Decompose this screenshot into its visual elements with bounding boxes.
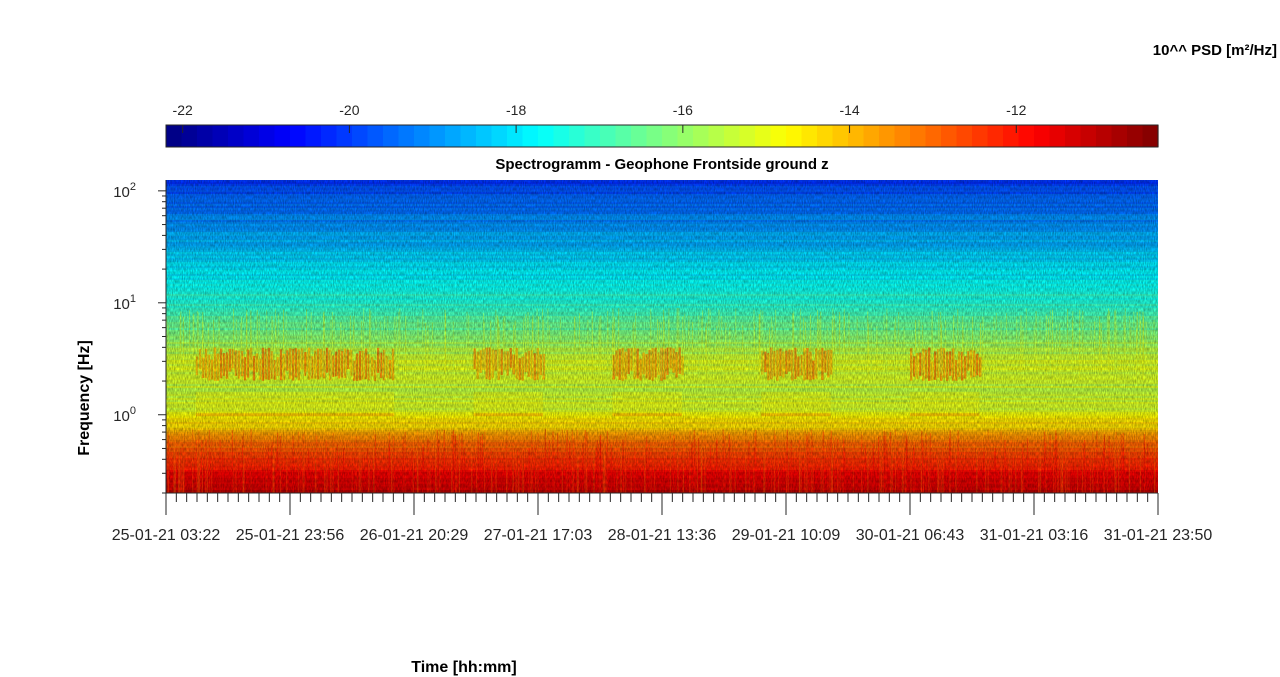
- colorbar-cell: [274, 125, 291, 147]
- colorbar-cell: [181, 125, 198, 147]
- colorbar-cell: [367, 125, 384, 147]
- colorbar-cell: [1096, 125, 1113, 147]
- colorbar-cell: [259, 125, 276, 147]
- colorbar-cell: [414, 125, 431, 147]
- colorbar-cell: [166, 125, 183, 147]
- colorbar-cell: [321, 125, 338, 147]
- colorbar-cell: [1142, 125, 1159, 147]
- colorbar-cell: [848, 125, 865, 147]
- colorbar-tick-label: -14: [839, 102, 859, 118]
- colorbar-tick-label: -22: [173, 102, 193, 118]
- colorbar-border: [165, 124, 1159, 148]
- colorbar-cell: [708, 125, 725, 147]
- colorbar-cell: [646, 125, 663, 147]
- colorbar-cell: [910, 125, 927, 147]
- colorbar-ticks: -22 -20 -18 -16 -14 -12: [173, 102, 1027, 133]
- y-axis-label: Frequency [Hz]: [76, 340, 93, 456]
- colorbar-gradient: [166, 125, 1159, 147]
- colorbar-cell: [1003, 125, 1020, 147]
- colorbar-cell: [600, 125, 617, 147]
- colorbar-cell: [336, 125, 353, 147]
- colorbar-cell: [197, 125, 214, 147]
- y-tick-label: 102: [113, 181, 136, 201]
- colorbar-cell: [1034, 125, 1051, 147]
- colorbar-tick-label: -12: [1006, 102, 1026, 118]
- colorbar-cell: [894, 125, 911, 147]
- x-tick-label: 28-01-21 13:36: [608, 527, 717, 544]
- colorbar-cell: [801, 125, 818, 147]
- colorbar-cell: [290, 125, 307, 147]
- colorbar-cell: [631, 125, 648, 147]
- noise-texture: [166, 180, 1158, 493]
- colorbar-cell: [662, 125, 679, 147]
- colorbar-cell: [832, 125, 849, 147]
- colorbar-cell: [460, 125, 477, 147]
- colorbar-cell: [739, 125, 756, 147]
- x-tick-label: 25-01-21 23:56: [236, 527, 345, 544]
- colorbar-cell: [243, 125, 260, 147]
- colorbar-cell: [383, 125, 400, 147]
- colorbar-cell: [352, 125, 369, 147]
- colorbar-cell: [677, 125, 694, 147]
- colorbar-cell: [584, 125, 601, 147]
- colorbar-cell: [956, 125, 973, 147]
- axes: 102 101 100 25-01-21 03:22 25-01-21 23:56 26…: [112, 180, 1213, 544]
- x-tick-label: 27-01-21 17:03: [484, 527, 593, 544]
- x-tick-label: 25-01-21 03:22: [112, 527, 221, 544]
- y-axis-ticks: 102 101 100: [113, 181, 166, 494]
- colorbar-cell: [1065, 125, 1082, 147]
- colorbar-cell: [879, 125, 896, 147]
- colorbar-cell: [553, 125, 570, 147]
- colorbar-cell: [228, 125, 245, 147]
- colorbar-cell: [941, 125, 958, 147]
- colorbar-tick-label: -20: [339, 102, 359, 118]
- chart-title: Spectrogramm - Geophone Frontside ground…: [495, 156, 828, 173]
- colorbar-cell: [817, 125, 834, 147]
- spectrogram-plot: [166, 180, 1158, 493]
- y-tick-label: 101: [113, 293, 136, 313]
- colorbar-cell: [693, 125, 710, 147]
- colorbar-cell: [1049, 125, 1066, 147]
- colorbar-cell: [522, 125, 539, 147]
- colorbar-tick-label: -18: [506, 102, 526, 118]
- x-tick-label: 29-01-21 10:09: [732, 527, 841, 544]
- colorbar-cell: [1080, 125, 1097, 147]
- colorbar-cell: [925, 125, 942, 147]
- colorbar-cell: [491, 125, 508, 147]
- colorbar-cell: [569, 125, 586, 147]
- x-tick-label: 30-01-21 06:43: [856, 527, 965, 544]
- colorbar-cell: [786, 125, 803, 147]
- colorbar-cell: [972, 125, 989, 147]
- x-tick-label: 31-01-21 03:16: [980, 527, 1089, 544]
- colorbar-cell: [863, 125, 880, 147]
- colorbar-tick-label: -16: [673, 102, 693, 118]
- colorbar-label: 10^^ PSD [m²/Hz]: [1153, 42, 1277, 59]
- colorbar-cell: [445, 125, 462, 147]
- colorbar-cell: [305, 125, 322, 147]
- colorbar-cell: [429, 125, 446, 147]
- colorbar: -22 -20 -18 -16 -14 -12: [165, 102, 1159, 148]
- colorbar-cell: [1111, 125, 1128, 147]
- x-axis-label: Time [hh:mm]: [411, 659, 516, 676]
- x-tick-label: 26-01-21 20:29: [360, 527, 469, 544]
- colorbar-cell: [476, 125, 493, 147]
- colorbar-cell: [724, 125, 741, 147]
- x-tick-label: 31-01-21 23:50: [1104, 527, 1213, 544]
- colorbar-cell: [770, 125, 787, 147]
- y-tick-label: 100: [113, 405, 136, 425]
- colorbar-cell: [538, 125, 555, 147]
- colorbar-cell: [212, 125, 229, 147]
- colorbar-cell: [1018, 125, 1035, 147]
- colorbar-cell: [987, 125, 1004, 147]
- colorbar-cell: [755, 125, 772, 147]
- x-axis-ticks: 25-01-21 03:22 25-01-21 23:56 26-01-21 20:…: [112, 493, 1213, 544]
- colorbar-cell: [398, 125, 415, 147]
- colorbar-cell: [615, 125, 632, 147]
- colorbar-cell: [507, 125, 524, 147]
- colorbar-cell: [1127, 125, 1144, 147]
